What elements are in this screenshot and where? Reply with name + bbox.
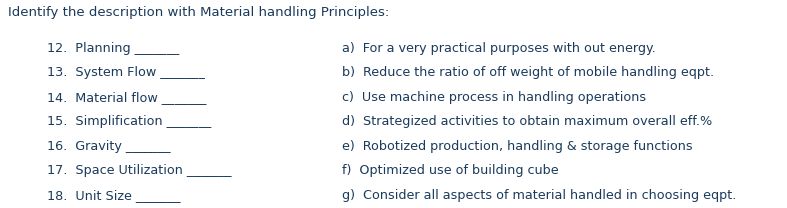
Text: 16.  Gravity _______: 16. Gravity _______ <box>47 140 171 153</box>
Text: Identify the description with Material handling Principles:: Identify the description with Material h… <box>8 6 389 19</box>
Text: f)  Optimized use of building cube: f) Optimized use of building cube <box>342 164 559 177</box>
Text: 15.  Simplification _______: 15. Simplification _______ <box>47 115 212 128</box>
Text: 14.  Material flow _______: 14. Material flow _______ <box>47 91 207 104</box>
Text: 13.  System Flow _______: 13. System Flow _______ <box>47 66 205 79</box>
Text: 12.  Planning _______: 12. Planning _______ <box>47 42 179 54</box>
Text: e)  Robotized production, handling & storage functions: e) Robotized production, handling & stor… <box>342 140 693 153</box>
Text: c)  Use machine process in handling operations: c) Use machine process in handling opera… <box>342 91 646 104</box>
Text: a)  For a very practical purposes with out energy.: a) For a very practical purposes with ou… <box>342 42 656 54</box>
Text: 18.  Unit Size _______: 18. Unit Size _______ <box>47 189 181 202</box>
Text: d)  Strategized activities to obtain maximum overall eff.%: d) Strategized activities to obtain maxi… <box>342 115 712 128</box>
Text: 17.  Space Utilization _______: 17. Space Utilization _______ <box>47 164 231 177</box>
Text: g)  Consider all aspects of material handled in choosing eqpt.: g) Consider all aspects of material hand… <box>342 189 737 202</box>
Text: b)  Reduce the ratio of off weight of mobile handling eqpt.: b) Reduce the ratio of off weight of mob… <box>342 66 715 79</box>
